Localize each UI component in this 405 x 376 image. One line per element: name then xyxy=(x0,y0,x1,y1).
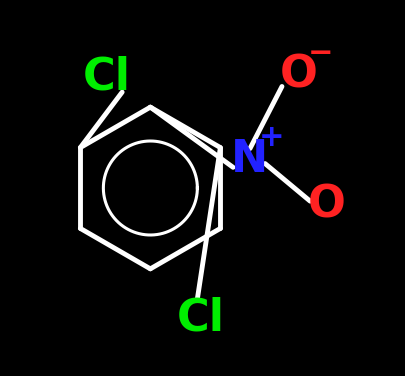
Text: Cl: Cl xyxy=(177,296,224,339)
Text: Cl: Cl xyxy=(83,56,131,99)
Text: O: O xyxy=(279,54,317,97)
Text: O: O xyxy=(307,183,345,226)
Text: N: N xyxy=(231,138,268,181)
Text: −: − xyxy=(307,39,333,68)
Text: +: + xyxy=(258,123,284,153)
